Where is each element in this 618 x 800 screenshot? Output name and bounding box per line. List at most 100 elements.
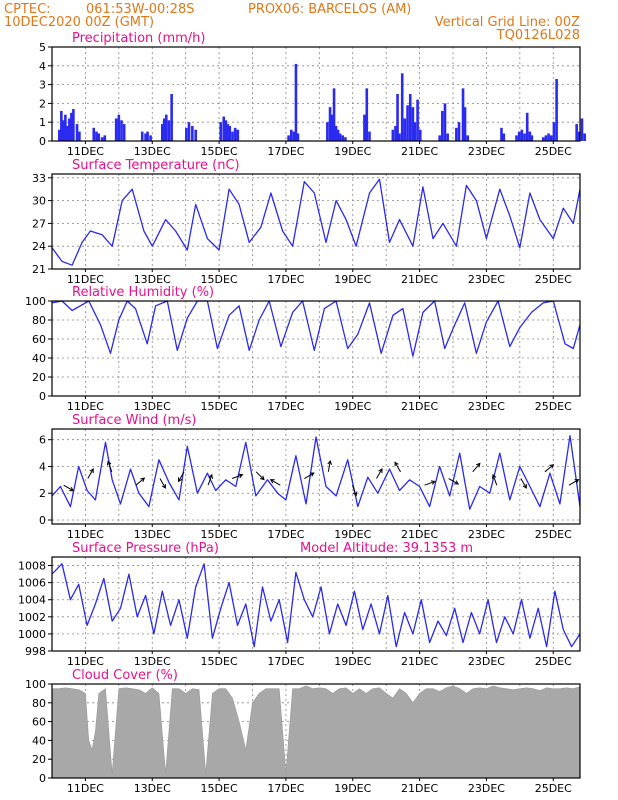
surface-wind-m-s-line [51,435,581,510]
cloud-cover-ytick-label: 20 [32,753,46,766]
relative-humidity-line [51,300,581,357]
cloud-cover-xtick-label: 25DEC [535,782,572,795]
precipitation-mm-h-bar [330,114,334,141]
wind-arrow-head [475,462,481,468]
surface-pressure-hpa-ytick-label: 1008 [18,560,46,573]
cloud-cover-xtick-label: 23DEC [468,782,505,795]
wind-arrow [87,468,94,479]
cloud-cover-xtick-label: 19DEC [334,782,371,795]
surface-temperature-nc-ytick-label: 21 [32,263,46,276]
precipitation-mm-h-ytick-label: 1 [39,116,46,129]
relative-humidity-xtick-label: 21DEC [401,400,438,413]
precipitation-mm-h-bar [233,127,237,141]
relative-humidity-ytick-label: 40 [32,352,46,365]
precipitation-mm-h-xtick-label: 25DEC [535,145,572,158]
wind-arrow-head [522,484,527,489]
surface-temperature-nc-ytick-label: 30 [32,195,46,208]
precipitation-mm-h-bar [289,129,293,141]
surface-wind-m-s-xtick-label: 23DEC [468,528,505,541]
surface-temperature-nc-xtick-label: 25DEC [535,273,572,286]
wind-arrow-head [238,473,244,479]
surface-pressure-hpa-xtick-label: 23DEC [468,655,505,668]
precipitation-mm-h-xtick-label: 13DEC [134,145,171,158]
precipitation-mm-h-bar [187,122,191,141]
relative-humidity-frame [51,300,581,397]
wind-arrow-head [491,473,497,479]
precipitation-mm-h-bar [328,107,332,141]
surface-temperature-nc-xtick-label: 15DEC [201,273,238,286]
surface-temperature-nc-panel: 21 24 27 30 33 11DEC 13DEC 15DEC 17DEC 19DEC 21DEC… [32,158,581,286]
precipitation-mm-h-bar [403,118,407,141]
precipitation-mm-h-bar [296,133,300,141]
relative-humidity-ytick-label: 80 [32,314,46,327]
precipitation-mm-h-bar [58,129,61,141]
surface-pressure-hpa-xtick-label: 19DEC [334,655,371,668]
precipitation-mm-h-bar [336,129,340,141]
precipitation-mm-h-bar [583,133,586,141]
wind-arrow [269,479,281,486]
surface-wind-m-s-xtick-label: 13DEC [134,528,171,541]
surface-pressure-hpa-ytick-label: 1004 [18,594,46,607]
surface-pressure-hpa-panel: 998 1000 1002 1004 1006 1008 11DEC 13DEC 15DEC 17… [18,541,581,668]
relative-humidity-xtick-label: 11DEC [67,400,104,413]
surface-temperature-nc-ytick-label: 27 [32,217,46,230]
wind-arrow-head [309,472,315,477]
cloud-cover-ytick-label: 80 [32,697,46,710]
wind-arrow [135,477,146,486]
relative-humidity-title: Relative Humidity (%) [72,285,214,300]
precipitation-mm-h-bar [122,124,126,141]
surface-pressure-hpa-line [51,563,581,648]
wind-arrow-head [378,468,383,473]
surface-pressure-hpa-annotation: Model Altitude: 39.1353 m [300,541,473,556]
precipitation-mm-h-title: Precipitation (mm/h) [72,31,205,46]
wind-arrow [255,471,265,481]
precipitation-mm-h-xtick-label: 23DEC [468,145,505,158]
surface-pressure-hpa-xtick-label: 15DEC [201,655,238,668]
precipitation-mm-h-bar [338,133,342,141]
wind-arrow-shaft [304,472,315,479]
header: CPTEC: 061:53W-00:28S PROX06: BARCELOS (… [4,2,580,43]
precipitation-mm-h-bar [575,124,578,141]
header-station: PROX06: BARCELOS (AM) [248,2,411,17]
wind-arrow-shaft [270,479,281,486]
precipitation-mm-h-bar [117,114,121,141]
wind-arrow [231,473,244,479]
wind-arrow [207,473,213,486]
surface-wind-m-s-xtick-label: 21DEC [401,528,438,541]
wind-arrow [568,479,580,486]
precipitation-mm-h-bar [391,129,395,141]
surface-temperature-nc-xtick-label: 23DEC [468,273,505,286]
relative-humidity-xtick-label: 25DEC [535,400,572,413]
precipitation-mm-h-bar [64,114,67,141]
wind-arrow-head [430,480,436,485]
precipitation-mm-h-bar [60,110,63,141]
wind-arrow-shaft [255,471,265,480]
precipitation-mm-h-bar [466,135,470,141]
precipitation-mm-h-bar [194,129,197,141]
precipitation-mm-h-bar [552,122,556,141]
precipitation-mm-h-bar [160,124,164,141]
surface-pressure-hpa-ytick-label: 1002 [18,611,46,624]
wind-arrow [177,471,185,483]
wind-arrow-shaft [394,462,401,473]
wind-arrow [327,459,333,472]
precipitation-mm-h-ytick-label: 5 [39,41,46,54]
precipitation-mm-h-bar [446,133,449,141]
relative-humidity-xtick-label: 19DEC [334,400,371,413]
surface-temperature-nc-line [51,178,581,266]
precipitation-mm-h-bar [530,135,534,141]
precipitation-mm-h-bar [287,135,290,141]
wind-arrow [491,473,498,486]
precipitation-mm-h-bar [396,94,399,141]
precipitation-mm-h-bar [100,137,104,141]
surface-wind-m-s-ytick-label: 2 [39,487,46,500]
precipitation-mm-h-bar [144,133,147,141]
cloud-cover-xtick-label: 13DEC [134,782,171,795]
precipitation-mm-h-ytick-label: 0 [39,135,46,148]
cloud-cover-panel: 0 20 40 60 80 100 11DEC 13DEC 15DEC 17DEC 19DEC 21D… [25,668,581,795]
precipitation-mm-h-bar [68,118,71,141]
precipitation-mm-h-ytick-label: 3 [39,79,46,92]
precipitation-mm-h-bar [326,122,329,141]
precipitation-mm-h-bar [140,131,144,141]
